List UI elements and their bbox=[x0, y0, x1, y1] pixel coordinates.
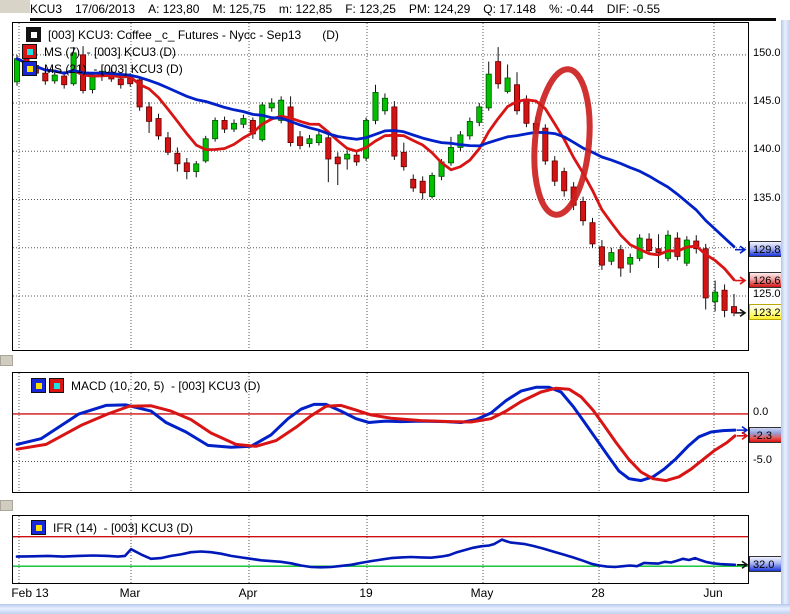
x-axis: Feb 13 Mar Apr 19 May 28 Jun bbox=[11, 586, 749, 602]
macd-signal-badge: -2.3 bbox=[749, 426, 787, 443]
y-tick-label-150.00: 150.00 bbox=[753, 46, 787, 59]
macd-signal-icon bbox=[49, 378, 64, 393]
candles-series-icon bbox=[26, 27, 41, 42]
price-legend: [003] KCU3: Coffee _c_ Futures - Nycc - … bbox=[22, 27, 339, 76]
macd-y-axis: 0.0 -5.0 -2.3 bbox=[749, 372, 790, 493]
price-badge-MS (7): 126.6 bbox=[749, 271, 787, 288]
macd-chart-canvas[interactable] bbox=[13, 373, 748, 492]
price-legend-ms7-label: MS (7) - [003] KCU3 (D) bbox=[44, 44, 177, 59]
vertical-scrollbar[interactable] bbox=[781, 20, 790, 604]
macd-splitter-handle[interactable] bbox=[0, 355, 13, 366]
ms7-series-icon bbox=[22, 44, 37, 59]
horizontal-scrollbar[interactable] bbox=[0, 604, 790, 614]
stat-F: F: 123,25 bbox=[345, 2, 396, 16]
ifr-splitter-handle[interactable] bbox=[0, 500, 13, 511]
macd-legend: MACD (10, 20, 5) - [003] KCU3 (D) bbox=[31, 378, 260, 393]
x-tick-label-Apr: Apr bbox=[238, 586, 258, 600]
price-legend-ms21-row: MS (21) - [003] KCU3 (D) bbox=[22, 61, 339, 76]
ifr-chart-canvas[interactable] bbox=[13, 516, 748, 583]
x-tick-label-Jun: Jun bbox=[703, 586, 723, 600]
price-legend-symbol-label: [003] KCU3: Coffee _c_ Futures - Nycc - … bbox=[48, 27, 302, 42]
y-tick-label-140.00: 140.00 bbox=[753, 143, 787, 156]
y-tick-label-135.00: 135.00 bbox=[753, 191, 787, 204]
stat-PM: PM: 124,29 bbox=[408, 2, 471, 16]
x-tick-label-May: May bbox=[470, 586, 494, 600]
price-y-axis: 150.00 145.00 140.00 135.00 125.00 129.8 126.6… bbox=[749, 22, 790, 351]
stat-m: m: 122,85 bbox=[278, 2, 333, 16]
infobar-stats: A: 123,80 M: 125,75 m: 122,85 F: 123,25 PM: … bbox=[148, 2, 660, 16]
y-tick-label-0.0: 0.0 bbox=[753, 405, 769, 418]
symbol-label: KCU3 bbox=[30, 2, 63, 16]
x-tick-label-19: 19 bbox=[359, 586, 373, 600]
macd-legend-row: MACD (10, 20, 5) - [003] KCU3 (D) bbox=[31, 378, 260, 393]
quote-info-bar: KCU3 17/06/2013 A: 123,80 M: 125,75 m: 122,8… bbox=[30, 0, 776, 21]
y-tick-label-145.00: 145.00 bbox=[753, 95, 787, 108]
stat-: %: -0.44 bbox=[549, 2, 594, 16]
x-tick-label-28: 28 bbox=[591, 586, 605, 600]
ifr-legend-row: IFR (14) - [003] KCU3 (D) bbox=[31, 520, 193, 535]
toolbar-corner-block bbox=[0, 0, 37, 13]
stat-A: A: 123,80 bbox=[148, 2, 200, 16]
macd-panel: MACD (10, 20, 5) - [003] KCU3 (D) bbox=[12, 372, 749, 493]
macd-legend-label: MACD (10, 20, 5) - [003] KCU3 (D) bbox=[71, 378, 261, 393]
ifr-line-icon bbox=[31, 520, 46, 535]
price-legend-period-label: (D) bbox=[322, 27, 339, 42]
x-tick-label-Feb-13: Feb 13 bbox=[11, 586, 49, 600]
price-legend-ms21-label: MS (21) - [003] KCU3 (D) bbox=[44, 61, 183, 76]
price-legend-symbol-row: [003] KCU3: Coffee _c_ Futures - Nycc - … bbox=[26, 27, 339, 42]
ifr-legend-label: IFR (14) - [003] KCU3 (D) bbox=[53, 520, 194, 535]
ms21-series-icon bbox=[22, 61, 37, 76]
price-legend-ms7-row: MS (7) - [003] KCU3 (D) bbox=[22, 44, 339, 59]
price-badge-MS (21): 129.8 bbox=[749, 240, 787, 257]
stat-Q: Q: 17.148 bbox=[483, 2, 536, 16]
date-label: 17/06/2013 bbox=[75, 2, 136, 16]
price-panel: [003] KCU3: Coffee _c_ Futures - Nycc - … bbox=[12, 22, 749, 351]
stat-M: M: 125,75 bbox=[212, 2, 266, 16]
stat-DIF: DIF: -0.55 bbox=[606, 2, 661, 16]
macd-line-icon bbox=[31, 378, 46, 393]
ifr-panel: IFR (14) - [003] KCU3 (D) bbox=[12, 515, 749, 584]
y-tick-label--5.0: -5.0 bbox=[753, 453, 772, 466]
price-badge-last-price: 123.25 bbox=[749, 303, 787, 320]
x-tick-label-Mar: Mar bbox=[119, 586, 141, 600]
ifr-legend: IFR (14) - [003] KCU3 (D) bbox=[31, 520, 193, 535]
y-tick-label-125.00: 125.00 bbox=[753, 287, 787, 300]
